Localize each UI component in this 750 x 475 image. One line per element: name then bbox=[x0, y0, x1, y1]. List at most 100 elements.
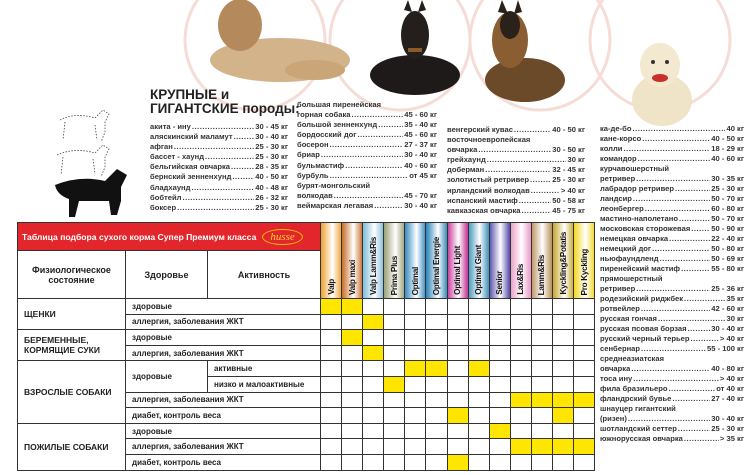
health-cell: здоровые bbox=[125, 422, 321, 440]
recommended-cell bbox=[573, 438, 596, 455]
empty-cell bbox=[404, 438, 427, 455]
empty-cell bbox=[509, 407, 532, 424]
recommended-cell bbox=[425, 360, 448, 377]
breed-weight: 25 - 30 кг bbox=[255, 152, 288, 162]
product-name: Optimal Giant bbox=[474, 245, 484, 295]
product-column-optimal-light[interactable]: Optimal Light bbox=[446, 222, 469, 299]
breed-item: (ризен) 30 - 40 кг bbox=[600, 414, 744, 424]
product-column-lamm-ris[interactable]: Lamm&Ris bbox=[530, 222, 554, 299]
recommended-cell bbox=[488, 422, 511, 440]
product-column-valp[interactable]: Valp bbox=[319, 222, 343, 299]
breed-name: русская гончая bbox=[600, 314, 657, 323]
empty-cell bbox=[404, 344, 427, 362]
breed-name-prefix: восточноевропейская bbox=[447, 135, 531, 145]
empty-cell bbox=[530, 422, 554, 440]
recommended-cell bbox=[362, 313, 385, 331]
empty-cell bbox=[530, 329, 554, 346]
empty-cell bbox=[509, 375, 532, 393]
product-column-valp-maxi[interactable]: Valp maxi bbox=[341, 222, 364, 299]
empty-cell bbox=[446, 344, 469, 362]
breed-item: пиренейский мастиф 55 - 80 кг bbox=[600, 264, 744, 274]
breed-name: московская сторожевая bbox=[600, 224, 691, 233]
breed-name: русский черный терьер bbox=[600, 334, 690, 343]
dot-leader bbox=[691, 224, 710, 234]
breed-weight: 50 - 69 кг bbox=[711, 254, 744, 263]
empty-cell bbox=[509, 344, 532, 362]
breed-name: немецкая овчарка bbox=[600, 234, 669, 243]
product-column-optimal-giant[interactable]: Optimal Giant bbox=[467, 222, 490, 299]
product-name: Valp maxi bbox=[347, 259, 357, 295]
product-column-valp-lamm-ris[interactable]: Valp Lamm&Ris bbox=[362, 222, 385, 299]
breed-item: ирландский волкодав > 40 кг bbox=[447, 186, 585, 196]
empty-cell bbox=[530, 344, 554, 362]
empty-cell bbox=[552, 453, 575, 471]
product-name: Valp Lamm&Ris bbox=[368, 237, 378, 295]
empty-cell bbox=[319, 313, 343, 331]
empty-cell bbox=[383, 391, 406, 409]
empty-cell bbox=[573, 453, 596, 471]
breed-name: бельгийская овчарка bbox=[150, 162, 231, 172]
breed-weight: 30 кг bbox=[567, 155, 585, 165]
breed-weight: > 40 кг bbox=[719, 334, 744, 343]
empty-cell bbox=[552, 329, 575, 346]
empty-cell bbox=[383, 298, 406, 315]
dot-leader bbox=[652, 244, 710, 254]
product-column-lax-ris[interactable]: Lax&Ris bbox=[509, 222, 532, 299]
activity-cell: активные bbox=[207, 360, 321, 377]
breed-weight: 45 - 60 кг bbox=[404, 130, 437, 140]
breed-weight: 40 кг bbox=[726, 124, 744, 133]
dot-leader bbox=[669, 234, 710, 244]
product-name: Optimal bbox=[410, 266, 420, 295]
product-column-optimal[interactable]: Optimal bbox=[404, 222, 427, 299]
dot-leader bbox=[232, 172, 254, 182]
empty-cell bbox=[488, 453, 511, 471]
breed-weight: 40 - 50 кг bbox=[711, 134, 744, 143]
breed-name-prefix: шнауцер гигантский bbox=[600, 404, 676, 413]
empty-cell bbox=[425, 391, 448, 409]
breed-weight: 30 кг bbox=[726, 314, 744, 323]
product-column-optimal-energie[interactable]: Optimal Energie bbox=[425, 222, 448, 299]
empty-cell bbox=[425, 298, 448, 315]
product-column-prima-plus[interactable]: Prima Plus bbox=[383, 222, 406, 299]
empty-cell bbox=[362, 391, 385, 409]
breed-name-prefix: большая пиренейская bbox=[297, 100, 381, 109]
recommended-cell bbox=[362, 344, 385, 362]
breed-weight: 45 - 75 кг bbox=[552, 205, 585, 215]
empty-cell bbox=[319, 407, 343, 424]
breed-name: ландсир bbox=[600, 194, 632, 203]
empty-cell bbox=[488, 375, 511, 393]
dot-leader bbox=[352, 110, 404, 120]
table-title-bar: Таблица подбора сухого корма Супер Преми… bbox=[17, 222, 321, 251]
empty-cell bbox=[362, 422, 385, 440]
recommended-cell bbox=[319, 298, 343, 315]
breed-name: испанский мастиф bbox=[447, 195, 518, 205]
empty-cell bbox=[362, 407, 385, 424]
dot-leader bbox=[669, 384, 716, 394]
dot-leader bbox=[192, 122, 254, 132]
breed-name: веймарская легавая bbox=[297, 200, 374, 210]
table-row: низко и малоактивные bbox=[18, 375, 596, 393]
breed-weight: 50 - 70 кг bbox=[711, 214, 744, 223]
breed-name: афган bbox=[150, 142, 173, 152]
dot-leader bbox=[177, 203, 254, 213]
dot-leader bbox=[641, 344, 706, 354]
dot-leader bbox=[638, 154, 711, 164]
breed-item: бассет - хаунд 25 - 30 кг bbox=[150, 152, 288, 162]
product-column-kyckling-potatis[interactable]: Kyckling&Potatis bbox=[552, 222, 575, 299]
breed-weight: 27 - 40 кг bbox=[711, 394, 744, 403]
product-column-pro-kyckling[interactable]: Pro Kyckling bbox=[573, 222, 596, 299]
recommended-cell bbox=[573, 391, 596, 409]
breed-item: русская гончая 30 кг bbox=[600, 314, 744, 324]
breed-weight: от 40 кг bbox=[716, 384, 744, 393]
product-name: Valp bbox=[326, 279, 336, 295]
product-column-senior[interactable]: Senior bbox=[488, 222, 511, 299]
empty-cell bbox=[467, 313, 490, 331]
empty-cell bbox=[404, 329, 427, 346]
dot-leader bbox=[672, 394, 710, 404]
dot-leader bbox=[522, 206, 552, 216]
breed-name: доберман bbox=[447, 165, 485, 175]
afghan-hound-photo bbox=[210, 0, 350, 82]
breed-name: боксер bbox=[150, 202, 177, 212]
